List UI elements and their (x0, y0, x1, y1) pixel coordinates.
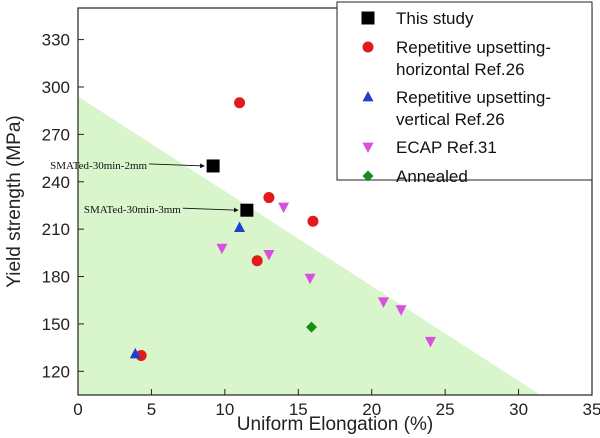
data-point (216, 243, 228, 255)
legend-label: Repetitive upsetting- (396, 88, 551, 107)
plot-frame (77, 7, 593, 396)
x-tick-label: 20 (362, 400, 381, 419)
annotations: SMATed-30min-2mm SMATed-30min-3mm (50, 160, 239, 216)
legend-label: ECAP Ref.31 (396, 138, 497, 157)
data-point (304, 273, 316, 285)
annotation-arrow (182, 207, 239, 213)
x-tick-label: 25 (436, 400, 455, 419)
data-point (278, 202, 290, 214)
legend-marker (362, 90, 374, 102)
annotation-arrow (149, 163, 205, 169)
x-tick-label: 5 (147, 400, 156, 419)
y-tick-label: 120 (42, 362, 70, 381)
y-tick-label: 300 (42, 78, 70, 97)
data-points (129, 97, 436, 362)
series-1 (135, 97, 319, 362)
y-axis-label: Yield strength (MPa) (4, 115, 25, 287)
y-tick-label: 180 (42, 268, 70, 287)
x-tick-label: 15 (289, 400, 308, 419)
legend-label: This study (396, 9, 474, 28)
x-tick-label: 10 (215, 400, 234, 419)
data-point (307, 215, 319, 227)
data-point (263, 192, 275, 204)
legend-marker (362, 170, 374, 182)
x-tick-label: 35 (583, 400, 600, 419)
x-axis-label: Uniform Elongation (%) (237, 414, 433, 435)
legend-box (336, 1, 593, 181)
legend-label: Annealed (396, 167, 468, 186)
legend-marker (362, 41, 374, 53)
data-point (206, 159, 220, 173)
data-point (129, 347, 141, 359)
legend-marker (361, 11, 375, 25)
legend-label: Repetitive upsetting- (396, 38, 551, 57)
annotation-label: SMATed-30min-3mm (84, 204, 181, 216)
y-tick-label: 210 (42, 220, 70, 239)
series-3 (216, 202, 436, 348)
data-point (234, 221, 246, 232)
data-point (395, 305, 407, 316)
series-2 (129, 221, 246, 359)
legend-marker (362, 142, 374, 154)
y-gridlines: 120 150 180 210 240 270 300 330 (42, 31, 84, 381)
data-point (377, 297, 389, 308)
data-point (263, 250, 275, 261)
legend: This study Repetitive upsetting-horizonta… (336, 1, 593, 186)
y-tick-label: 330 (42, 31, 70, 50)
annotation-label: SMATed-30min-2mm (50, 160, 147, 172)
data-point (424, 336, 436, 348)
series-4 (306, 321, 318, 333)
legend-label: vertical Ref.26 (396, 110, 505, 129)
x-tick-label: 0 (73, 400, 82, 419)
shaded-region (78, 96, 541, 395)
y-tick-label: 240 (42, 173, 70, 192)
data-point (240, 203, 254, 217)
y-tick-label: 270 (42, 125, 70, 144)
y-tick-label: 150 (42, 315, 70, 334)
x-tick-label: 30 (509, 400, 528, 419)
data-point (251, 255, 263, 267)
series-0 (206, 159, 254, 217)
data-point (234, 97, 246, 109)
legend-label: horizontal Ref.26 (396, 60, 525, 79)
data-point (306, 321, 318, 333)
